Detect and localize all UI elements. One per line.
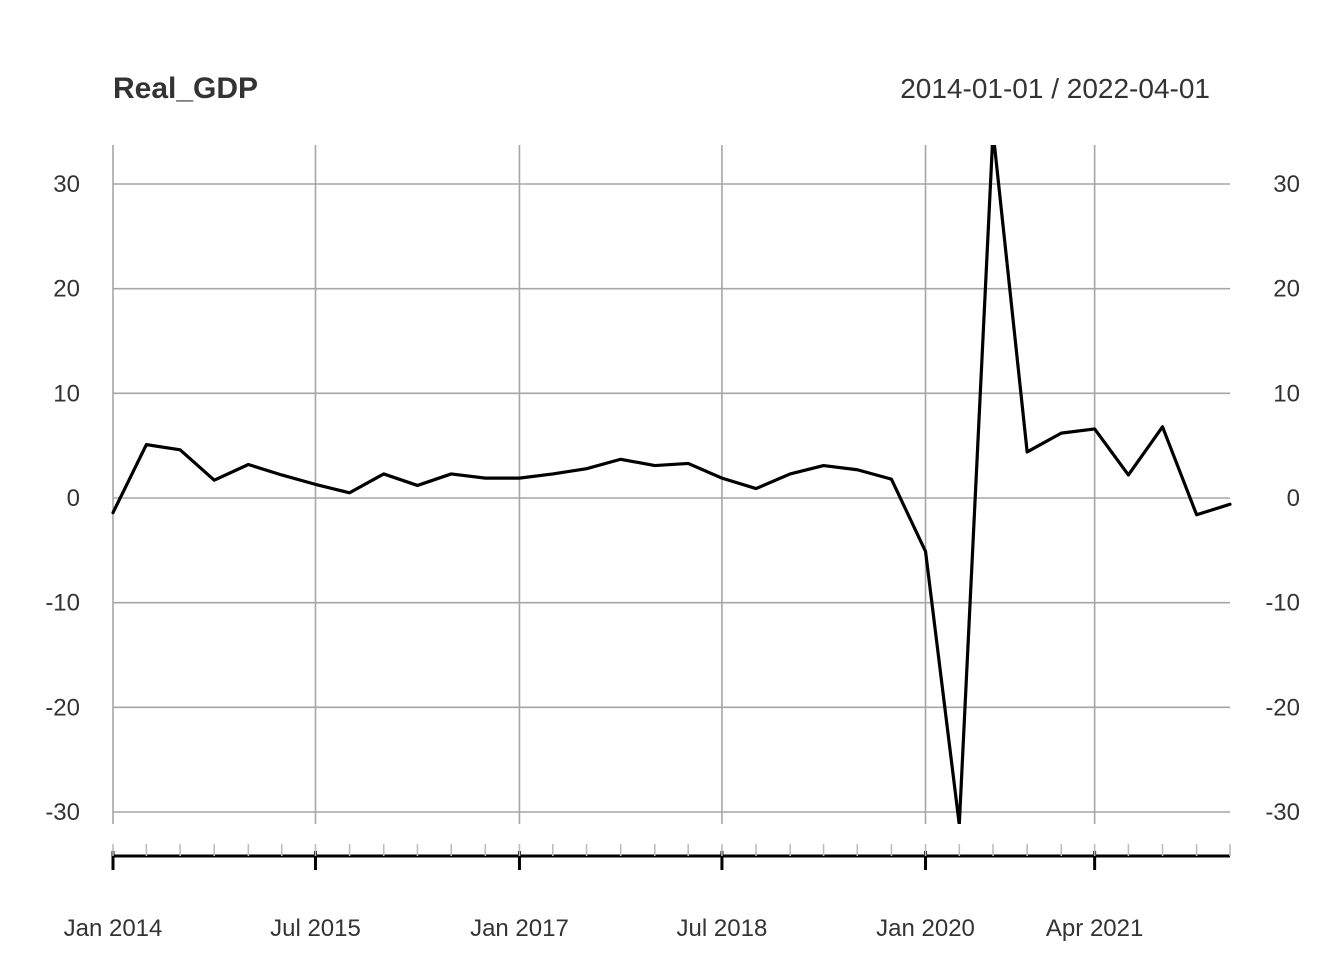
y-axis-left: 30 20 10 0 -10 -20 -30 (45, 171, 80, 826)
y-tick-label-right: -30 (1265, 799, 1300, 826)
x-tick-label: Jan 2020 (876, 915, 975, 942)
x-tick-label: Jan 2014 (64, 915, 163, 942)
y-tick-label-left: 30 (53, 171, 80, 198)
y-tick-label-right: -10 (1265, 590, 1300, 617)
series-layer (111, 145, 1232, 824)
chart-title: Real_GDP (113, 72, 258, 105)
x-tick-label: Jul 2015 (270, 915, 361, 942)
y-tick-label-right: -20 (1265, 694, 1300, 721)
y-axis-right: 30 20 10 0 -10 -20 -30 (1265, 171, 1300, 826)
y-tick-label-left: -30 (45, 799, 80, 826)
y-tick-label-right: 0 (1287, 485, 1300, 512)
y-tick-label-right: 10 (1273, 380, 1300, 407)
y-tick-label-left: 0 (67, 485, 80, 512)
x-tick-label: Jul 2018 (677, 915, 768, 942)
x-tick-label: Jan 2017 (470, 915, 569, 942)
date-range-label: 2014-01-01 / 2022-04-01 (900, 73, 1210, 104)
y-tick-label-left: -10 (45, 590, 80, 617)
grid (112, 145, 1230, 824)
y-tick-label-right: 20 (1273, 276, 1300, 303)
y-tick-label-right: 30 (1273, 171, 1300, 198)
x-tick-label: Apr 2021 (1046, 915, 1143, 942)
y-tick-label-left: -20 (45, 694, 80, 721)
y-tick-label-left: 10 (53, 380, 80, 407)
x-axis: Jan 2014 Jul 2015 Jan 2017 Jul 2018 Jan 2020… (64, 844, 1231, 942)
series-line (111, 145, 1232, 824)
y-tick-label-left: 20 (53, 276, 80, 303)
